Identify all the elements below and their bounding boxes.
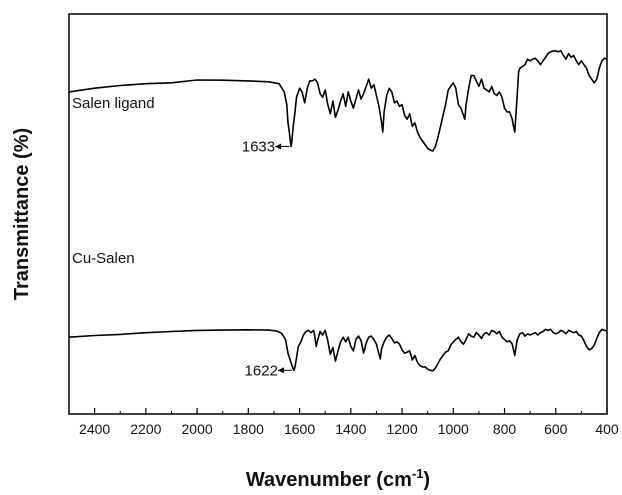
x-axis-ticks bbox=[68, 408, 608, 414]
x-tick-label-2400: 2400 bbox=[79, 421, 110, 437]
y-axis-title: Transmittance (%) bbox=[11, 128, 33, 300]
x-axis-title-text: Wavenumber (cm bbox=[246, 469, 412, 491]
annotation-label-1: 1622 bbox=[245, 362, 278, 379]
x-tick-label-1600: 1600 bbox=[284, 421, 315, 437]
x-tick-label-1000: 1000 bbox=[438, 421, 469, 437]
series-lines bbox=[68, 49, 608, 372]
annotation-arrowhead-0 bbox=[275, 143, 282, 150]
series-line-0 bbox=[68, 49, 608, 152]
annotation-label-0: 1633 bbox=[242, 138, 275, 155]
series-labels: Salen ligand Cu-Salen bbox=[72, 95, 155, 267]
annotation-arrowhead-1 bbox=[277, 367, 284, 374]
x-axis-tick-labels: 2400 2200 2000 1800 1600 1400 1200 1000 800 600 40… bbox=[79, 421, 619, 437]
x-tick-label-1200: 1200 bbox=[386, 421, 417, 437]
x-axis-title-superscript: -1 bbox=[412, 466, 424, 481]
x-axis-title-close: ) bbox=[423, 469, 430, 491]
x-tick-label-1400: 1400 bbox=[335, 421, 366, 437]
x-tick-label-2200: 2200 bbox=[130, 421, 161, 437]
x-tick-label-1800: 1800 bbox=[233, 421, 264, 437]
x-tick-label-800: 800 bbox=[493, 421, 517, 437]
x-tick-label-600: 600 bbox=[544, 421, 568, 437]
x-axis-title: Wavenumber (cm-1) bbox=[246, 466, 430, 491]
x-tick-label-400: 400 bbox=[595, 421, 619, 437]
plot-frame bbox=[68, 13, 608, 415]
series-line-1 bbox=[68, 328, 607, 372]
series-label-0: Salen ligand bbox=[72, 95, 155, 112]
peak-annotations: 1633 1622 bbox=[242, 138, 292, 379]
series-label-1: Cu-Salen bbox=[72, 250, 135, 267]
x-tick-label-2000: 2000 bbox=[182, 421, 213, 437]
